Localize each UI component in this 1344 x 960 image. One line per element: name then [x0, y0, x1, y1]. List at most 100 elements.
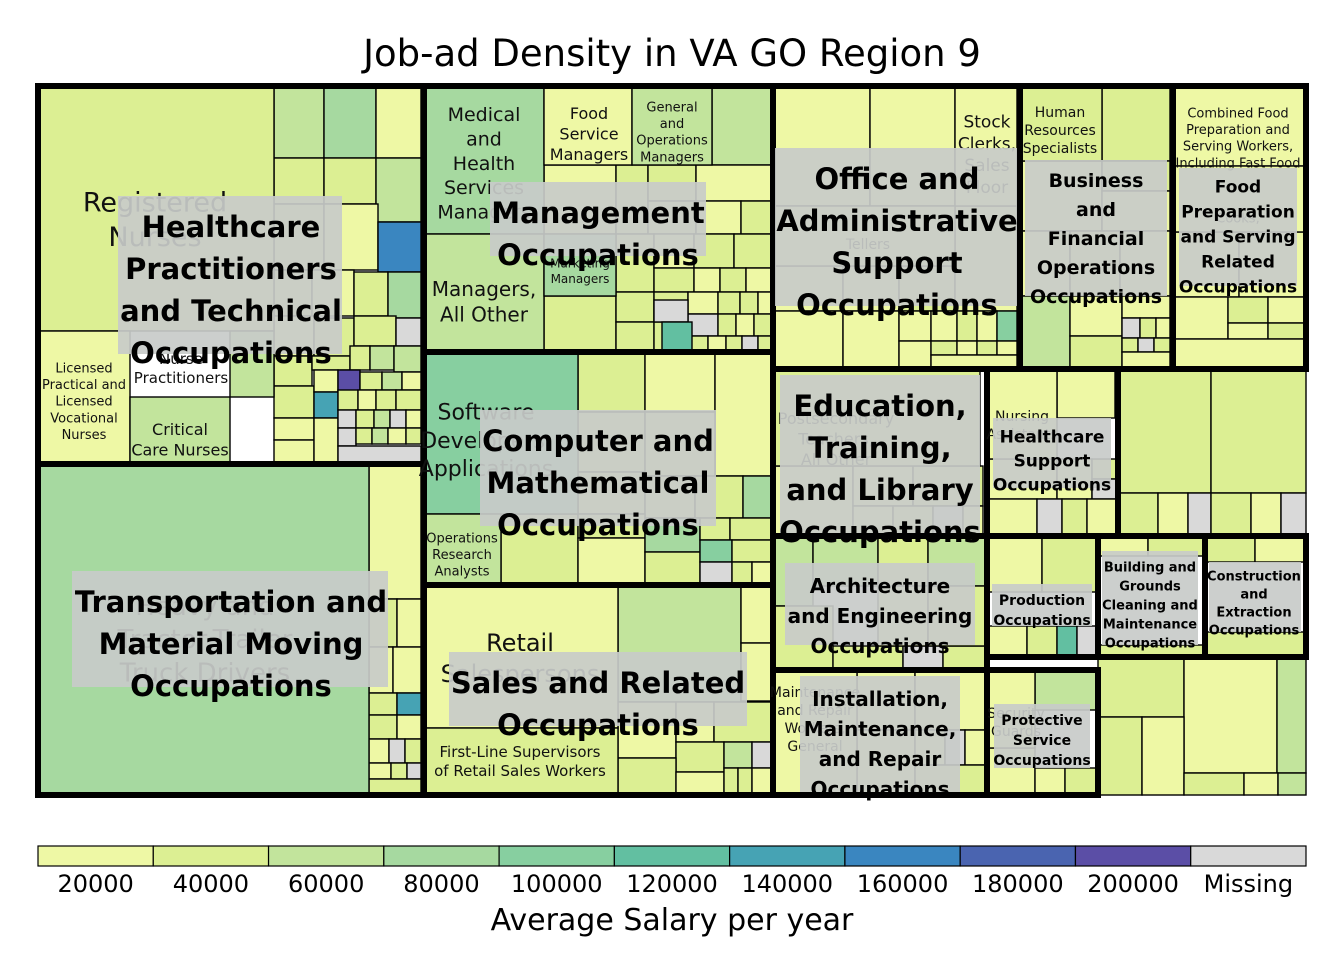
colorbar-tick-label: 80000 [403, 870, 479, 898]
treemap-tile [388, 738, 406, 764]
treemap-tile [719, 267, 747, 293]
treemap-tile [1250, 492, 1282, 537]
group-label-line: Cleaning and [1102, 598, 1198, 613]
treemap-tile [842, 310, 900, 369]
group-label-background [780, 375, 980, 533]
group-labels: Healthcare Practitioners and Technical Occu… [72, 148, 1301, 801]
group-label: Computer and Mathematical Occupations [482, 424, 714, 542]
colorbar-swatch [37, 845, 154, 867]
group-label-line: Occupations [993, 476, 1111, 496]
treemap-tile [956, 340, 978, 356]
treemap-tile [751, 561, 774, 586]
treemap-tile [405, 409, 422, 429]
treemap-tile [1121, 337, 1139, 353]
group-label-line: Management [491, 196, 705, 230]
leaf-label: Food Service Managers [550, 104, 628, 164]
group-label-background [72, 571, 388, 687]
treemap-tile [986, 498, 1038, 537]
group-label-line: Related [1201, 253, 1275, 273]
treemap-tile [1097, 716, 1143, 796]
treemap-tile [942, 645, 988, 671]
leaf-label-line: Licensed [55, 361, 112, 376]
treemap-tile [617, 757, 677, 796]
leaf-label-line: Preparation and [1186, 123, 1290, 138]
treemap-tile [387, 427, 407, 445]
group-label-line: Computer and [482, 424, 714, 458]
leaf-label-line: Analysts [434, 565, 489, 580]
treemap-tile [337, 389, 359, 411]
group-label-line: Healthcare [142, 210, 321, 244]
leaf-label-line: and [660, 117, 684, 132]
group-label-line: Material Moving [99, 627, 364, 661]
treemap-tile [1026, 625, 1058, 658]
group-borders [35, 83, 1309, 798]
leaf-label-line: Stock [963, 113, 1010, 133]
treemap-tile [723, 741, 753, 769]
treemap-tile [996, 340, 1018, 356]
group-label: Office and Administrative Support Occupatio… [776, 162, 1017, 322]
leaf-label: Operations Research Analysts [426, 531, 498, 579]
treemap-tile [1097, 656, 1185, 718]
treemap-tile [273, 85, 325, 159]
group-label-line: Occupations [993, 613, 1090, 629]
treemap-tile [699, 561, 733, 586]
treemap-tile [1210, 368, 1307, 494]
treemap-tile [273, 417, 315, 441]
leaf-label-line: Medical [448, 104, 521, 126]
treemap-tile [1277, 772, 1307, 796]
leaf-label-line: Human [1035, 105, 1086, 121]
leaf-label: Managers, All Other [432, 277, 536, 327]
treemap-tile [404, 738, 422, 764]
treemap-tile [389, 409, 407, 429]
group-label-background [1209, 562, 1301, 632]
group-label-line: Maintenance, [804, 717, 957, 741]
treemap-tile [1061, 498, 1088, 537]
group-label-line: Construction [1207, 569, 1301, 584]
treemap-tile [1121, 351, 1171, 369]
treemap-tile [313, 417, 339, 465]
treemap-tile [369, 345, 395, 371]
treemap-leaf [37, 330, 131, 465]
treemap-tile [273, 439, 315, 465]
treemap-tile [313, 369, 339, 393]
treemap-tile [395, 317, 422, 347]
group-label-background [118, 196, 342, 354]
treemap-tile [661, 321, 693, 353]
group-label: Production Occupations [993, 593, 1090, 629]
leaf-label-line: Operations [426, 531, 498, 546]
group-label-line: Production [999, 593, 1085, 609]
group-label-line: and Technical [120, 294, 342, 328]
treemap-tile [375, 85, 422, 159]
treemap-tile [368, 738, 390, 764]
colorbar-tick-label: 200000 [1087, 870, 1179, 898]
treemap-tile [1141, 716, 1185, 796]
leaf-label-line: Managers [551, 272, 610, 286]
treemap-tile [1267, 322, 1307, 340]
treemap-tile [751, 767, 774, 796]
treemap-tile [393, 345, 422, 373]
group-label-line: Occupations [796, 288, 998, 322]
group-label-line: Occupations [497, 238, 699, 272]
treemap-tile [1056, 368, 1116, 419]
treemap-leaf [1172, 85, 1307, 167]
treemap-leaf [423, 727, 619, 796]
treemap-tile [401, 371, 422, 391]
treemap-tile [1076, 625, 1099, 658]
colorbar-swatch [844, 845, 961, 867]
colorbar-swatch [1190, 845, 1307, 867]
treemap-tile [1172, 338, 1307, 370]
group-label-line: Occupations [1209, 623, 1300, 638]
treemap-tile [695, 164, 774, 202]
treemap-tile [731, 561, 753, 586]
group-label-line: Sales and Related [451, 666, 745, 700]
leaf-label-line: Critical [152, 420, 208, 439]
treemap-tile [381, 371, 403, 391]
treemap-tile [1280, 492, 1307, 537]
leaf-label-line: Managers [550, 145, 628, 164]
treemap-tile [1117, 368, 1212, 494]
treemap-tile [323, 85, 377, 159]
treemap-tile [699, 539, 733, 563]
group-label-line: Education, [793, 389, 966, 423]
group-label-line: and [1076, 199, 1116, 221]
group-label-line: Support [1014, 452, 1091, 472]
